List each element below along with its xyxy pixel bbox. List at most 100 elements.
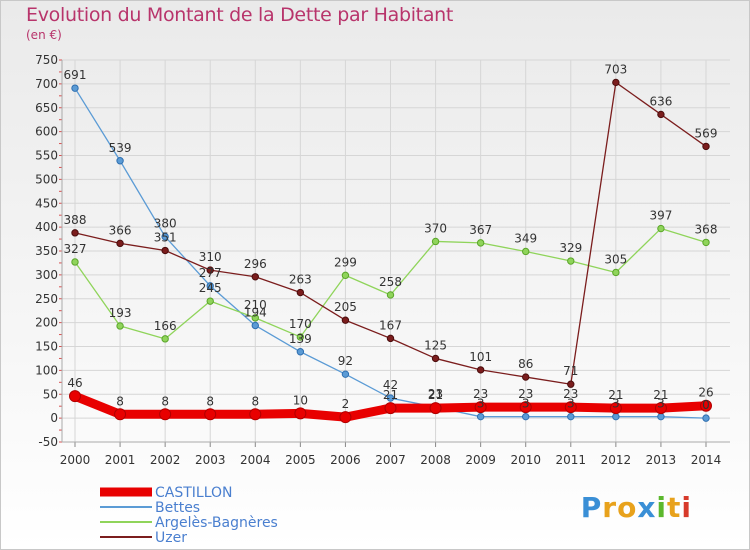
data-label-uzer: 366: [109, 223, 132, 237]
data-label-bettes: 139: [289, 332, 312, 346]
data-point-bettes: [476, 412, 485, 421]
data-point-argel-s-bagn-res: [567, 257, 575, 265]
data-point-uzer: [206, 266, 214, 274]
x-tick-label: 2012: [601, 453, 632, 467]
data-label-argel-s-bagn-res: 210: [244, 298, 267, 312]
data-label-uzer: 263: [289, 273, 312, 287]
y-tick-label: 100: [35, 363, 58, 377]
data-label-argel-s-bagn-res: 397: [649, 209, 672, 223]
data-label-castillon: 26: [698, 386, 713, 400]
x-tick-label: 2014: [691, 453, 722, 467]
data-label-bettes: 691: [64, 68, 87, 82]
data-label-argel-s-bagn-res: 367: [469, 223, 492, 237]
data-point-uzer: [341, 316, 350, 324]
data-label-castillon: 8: [251, 394, 259, 408]
y-tick-label: 550: [35, 149, 58, 163]
y-tick-label: 450: [35, 196, 58, 210]
data-label-castillon: 23: [563, 387, 578, 401]
data-label-uzer: 71: [563, 364, 578, 378]
data-label-castillon: 23: [473, 387, 488, 401]
data-label-castillon: 8: [161, 394, 169, 408]
x-axis: 2000 2001 2002 2003 2004 2005 2006 2007 2008 2009…: [60, 441, 730, 467]
legend-label-castillon: CASTILLON: [155, 485, 233, 501]
y-tick-label: 300: [35, 268, 58, 282]
series-group: [69, 78, 712, 424]
data-label-uzer: 636: [649, 94, 672, 108]
data-point-argel-s-bagn-res: [702, 238, 710, 247]
data-label-argel-s-bagn-res: 368: [695, 222, 718, 236]
data-label-bettes: 3: [567, 397, 575, 411]
data-label-uzer: 205: [334, 300, 357, 314]
logo-letter: x: [637, 491, 657, 524]
data-point-bettes: [161, 232, 169, 241]
chart-title: Evolution du Montant de la Dette par Hab…: [26, 4, 454, 26]
y-tick-label: 500: [35, 172, 58, 186]
data-label-uzer: 86: [518, 357, 533, 371]
y-tick-label: 700: [35, 77, 58, 91]
data-point-castillon: [204, 408, 217, 421]
data-label-argel-s-bagn-res: 245: [199, 281, 222, 295]
data-point-castillon: [654, 402, 667, 415]
data-point-uzer: [567, 380, 575, 388]
data-point-uzer: [386, 334, 395, 343]
y-tick-label: 0: [50, 411, 58, 425]
data-label-castillon: 46: [67, 376, 82, 390]
data-label-bettes: 3: [477, 397, 485, 411]
logo-letter: o: [617, 491, 638, 524]
data-point-bettes: [386, 394, 395, 402]
x-tick-label: 2013: [646, 453, 677, 467]
data-label-bettes: 277: [199, 266, 222, 280]
data-label-argel-s-bagn-res: 299: [334, 255, 357, 269]
data-label-argel-s-bagn-res: 193: [109, 306, 132, 320]
data-label-castillon: 21: [608, 388, 623, 402]
data-point-uzer: [296, 288, 305, 297]
data-point-uzer: [702, 142, 710, 151]
data-point-argel-s-bagn-res: [161, 335, 169, 343]
data-label-uzer: 351: [154, 231, 177, 245]
data-point-argel-s-bagn-res: [657, 224, 665, 233]
x-tick-label: 2000: [60, 453, 91, 467]
legend-label-argel-s-bagn-res: Argelès-Bagnères: [155, 515, 278, 531]
data-point-castillon: [519, 401, 532, 414]
data-label-argel-s-bagn-res: 370: [424, 221, 447, 235]
data-point-uzer: [161, 246, 169, 255]
data-point-castillon: [700, 399, 712, 412]
data-label-argel-s-bagn-res: 170: [289, 317, 312, 331]
unit-label: (en €): [26, 28, 62, 42]
data-label-bettes: 42: [383, 378, 398, 392]
data-label-bettes: 3: [522, 397, 530, 411]
x-tick-label: 2003: [195, 453, 226, 467]
data-point-castillon: [609, 402, 622, 415]
y-tick-label: 50: [43, 387, 58, 401]
y-tick-label: 350: [35, 244, 58, 258]
data-point-argel-s-bagn-res: [71, 258, 79, 266]
data-label-argel-s-bagn-res: 305: [604, 252, 627, 266]
data-label-castillon: 2: [342, 397, 350, 411]
data-label-bettes: 0: [702, 398, 710, 412]
data-point-castillon: [429, 402, 442, 415]
data-point-bettes: [116, 157, 124, 165]
x-tick-label: 2005: [285, 453, 316, 467]
y-axis: -50 0 50 100 150 200 250 300 350 400 450 500 550 600 6…: [35, 53, 63, 449]
y-tick-label: 400: [35, 220, 58, 234]
data-point-uzer: [657, 110, 665, 119]
data-label-castillon: 8: [116, 394, 124, 408]
x-tick-label: 2001: [105, 453, 136, 467]
data-label-uzer: 310: [199, 250, 222, 264]
data-label-bettes: 92: [338, 354, 353, 368]
logo-letter: r: [602, 491, 618, 524]
data-point-bettes: [206, 282, 214, 290]
data-label-bettes: 539: [109, 141, 132, 155]
data-label-argel-s-bagn-res: 327: [64, 242, 87, 256]
data-point-uzer: [71, 229, 79, 237]
data-point-argel-s-bagn-res: [612, 268, 620, 277]
y-tick-label: 250: [35, 292, 58, 306]
data-label-uzer: 296: [244, 257, 267, 271]
data-point-castillon: [339, 411, 352, 424]
y-tick-label: 200: [35, 316, 58, 330]
data-point-uzer: [522, 373, 530, 381]
data-label-bettes: 23: [428, 387, 443, 401]
data-point-castillon: [159, 408, 172, 421]
